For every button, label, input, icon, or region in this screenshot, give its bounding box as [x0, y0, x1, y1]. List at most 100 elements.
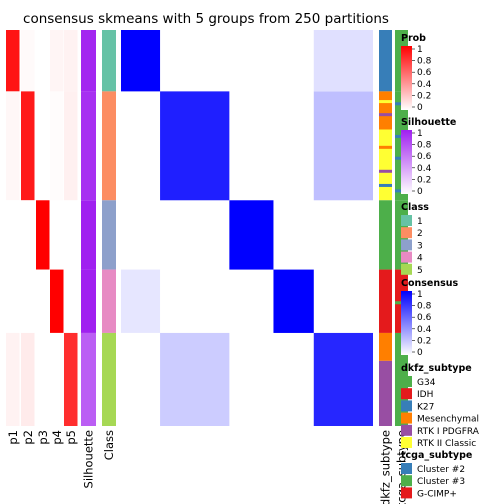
prob-legend-tick-label: 0.6 — [417, 68, 432, 78]
tcga-subtype-legend-label: Cluster #2 — [417, 465, 465, 475]
silhouette-cell-class-1 — [81, 30, 96, 92]
column-label-Silhouette: Silhouette — [82, 430, 96, 488]
dkfz-subtype-cell — [379, 30, 392, 92]
tcga-subtype-legend-label: G-CIMP+ — [417, 489, 457, 499]
class-legend-label: 2 — [417, 229, 423, 239]
class-legend-label: 3 — [417, 241, 423, 251]
prob-legend-tick-label: 0.2 — [417, 91, 431, 101]
silhouette-legend-colorbar — [401, 130, 412, 194]
prob-cell-5-class-5 — [64, 332, 78, 426]
class-cell-4 — [102, 269, 116, 333]
class-legend-swatch — [401, 263, 412, 275]
silhouette-cell-class-4 — [81, 269, 96, 333]
column-labels: p1p2p3p4p5SilhouetteClassdkfz_subtypetcg… — [6, 430, 409, 504]
class-legend-swatch — [401, 251, 412, 263]
prob-legend-tick-label: 0.4 — [417, 80, 432, 90]
dkfz-subtype-legend-label: K27 — [417, 402, 434, 412]
dkfz-subtype-legend-label: RTK II Classic — [417, 439, 476, 449]
class-legend-swatch — [401, 239, 412, 251]
silhouette-cell-class-5 — [81, 332, 96, 426]
dkfz-subtype-cell — [379, 100, 392, 104]
class-cell-3 — [102, 200, 116, 270]
dkfz-subtype-legend-swatch — [401, 412, 412, 424]
prob-cell-5-class-4 — [64, 269, 78, 333]
prob-cell-1-class-5 — [6, 332, 20, 426]
silhouette-legend-tick-label: 1 — [417, 129, 423, 139]
class-cell-2 — [102, 91, 116, 201]
consensus-legend-tick-label: 1 — [417, 290, 423, 300]
dkfz-subtype-legend-label: Mesenchymal — [417, 415, 479, 425]
column-label-Class: Class — [102, 430, 116, 460]
column-label-dkfz_subtype: dkfz_subtype — [379, 430, 393, 504]
silhouette-legend-tick-label: 0.4 — [417, 164, 432, 174]
prob-cell-2-class-1 — [21, 30, 35, 92]
dkfz-subtype-cell — [379, 332, 392, 361]
tcga-subtype-legend-title: tcga_subtype — [401, 450, 472, 461]
prob-cell-3-class-3 — [36, 200, 50, 270]
prob-legend-tick-label: 0 — [417, 103, 423, 113]
prob-cell-5-class-1 — [64, 30, 78, 92]
dkfz-subtype-cell — [379, 269, 392, 333]
prob-cell-3-class-1 — [36, 30, 50, 92]
dkfz-subtype-legend-title: dkfz_subtype — [401, 363, 472, 374]
consensus-legend-title: Consensus — [401, 278, 459, 289]
dkfz-subtype-cell — [379, 91, 392, 130]
prob-legend-colorbar — [401, 46, 412, 110]
tcga-subtype-legend-swatch — [401, 475, 412, 487]
prob-cell-2-class-3 — [21, 200, 35, 270]
column-label-p4: p4 — [50, 430, 64, 445]
prob-legend-title: Prob — [401, 33, 426, 44]
prob-cell-5-class-2 — [64, 91, 78, 201]
prob-cell-4-class-2 — [50, 91, 64, 201]
dkfz-subtype-cell — [379, 113, 392, 117]
column-label-p5: p5 — [64, 430, 78, 445]
dkfz-subtype-cell — [379, 129, 392, 201]
consensus-block-4-1 — [121, 269, 161, 333]
silhouette-cell-class-3 — [81, 200, 96, 270]
class-legend-label: 1 — [417, 217, 423, 227]
dkfz-subtype-legend-swatch — [401, 424, 412, 436]
dkfz-subtype-cell — [379, 145, 392, 149]
consensus-legend-tick-label: 0.2 — [417, 336, 431, 346]
dkfz-subtype-cell — [379, 360, 392, 426]
silhouette-cell-class-2 — [81, 91, 96, 201]
silhouette-legend-tick-label: 0 — [417, 187, 423, 197]
consensus-block-2-5 — [313, 91, 373, 201]
heatmap-body — [6, 30, 408, 426]
prob-cell-4-class-3 — [50, 200, 64, 270]
prob-cell-2-class-5 — [21, 332, 35, 426]
class-legend-title: Class — [401, 202, 429, 213]
class-legend-label: 4 — [417, 254, 423, 264]
consensus-legend-tick-label: 0.6 — [417, 313, 432, 323]
consensus-legend-tick-label: 0 — [417, 348, 423, 358]
consensus-legend-tick-label: 0.4 — [417, 325, 432, 335]
prob-cell-1-class-1 — [6, 30, 20, 92]
dkfz-subtype-cell — [379, 183, 392, 187]
consensus-block-5-2 — [160, 332, 230, 426]
prob-legend-tick-label: 0.8 — [417, 57, 432, 67]
class-legend-label: 5 — [417, 266, 423, 276]
silhouette-legend-tick-label: 0.2 — [417, 175, 431, 185]
dkfz-subtype-legend-swatch — [401, 437, 412, 448]
class-cell-5 — [102, 332, 116, 426]
tcga-subtype-legend-swatch — [401, 487, 412, 499]
prob-cell-2-class-2 — [21, 91, 35, 201]
consensus-block-1-5 — [313, 30, 373, 92]
consensus-block-4-4 — [273, 269, 314, 333]
prob-legend-tick-label: 1 — [417, 45, 423, 55]
dkfz-subtype-legend-label: RTK I PDGFRA — [417, 427, 480, 437]
prob-cell-4-class-4 — [50, 269, 64, 333]
silhouette-legend-title: Silhouette — [401, 117, 456, 128]
column-label-p1: p1 — [6, 430, 20, 445]
prob-cell-3-class-4 — [36, 269, 50, 333]
silhouette-legend-tick-label: 0.8 — [417, 141, 432, 151]
column-label-p3: p3 — [36, 430, 50, 445]
dkfz-subtype-cell — [379, 169, 392, 173]
prob-cell-1-class-4 — [6, 269, 20, 333]
dkfz-subtype-legend-swatch — [401, 376, 412, 387]
prob-cell-4-class-5 — [50, 332, 64, 426]
tcga-subtype-legend-label: Cluster #3 — [417, 477, 465, 487]
prob-cell-1-class-3 — [6, 200, 20, 270]
prob-cell-1-class-2 — [6, 91, 20, 201]
